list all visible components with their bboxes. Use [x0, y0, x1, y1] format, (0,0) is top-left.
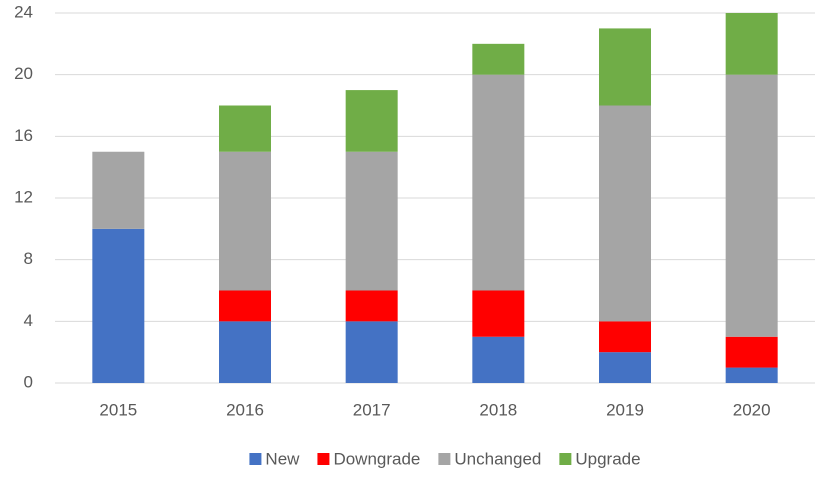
bar-segment	[725, 13, 778, 75]
bar-segment	[725, 336, 778, 368]
y-tick-label: 12	[14, 187, 33, 206]
y-tick-label: 16	[14, 126, 33, 145]
bar-segment	[219, 290, 271, 322]
y-tick-label: 8	[24, 249, 33, 268]
legend-swatch	[317, 453, 330, 465]
y-tick-label: 0	[24, 372, 33, 391]
bar-segment	[725, 367, 778, 383]
bar-segment	[599, 28, 651, 106]
bar-segment	[472, 336, 525, 383]
bar-segment	[345, 321, 398, 383]
y-tick-label: 20	[14, 64, 33, 83]
bar-segment	[345, 90, 398, 152]
bar-segment	[472, 74, 525, 291]
bar-segment	[92, 151, 145, 229]
bar-segment	[725, 74, 778, 337]
bar-segment	[472, 43, 525, 75]
bar-segment	[92, 228, 145, 383]
x-tick-label: 2016	[226, 400, 264, 419]
x-tick-label: 2019	[606, 400, 644, 419]
legend-label: Unchanged	[454, 449, 541, 468]
bar-segment	[599, 352, 651, 383]
legend-label: New	[265, 449, 300, 468]
legend-swatch	[438, 453, 451, 465]
legend-label: Upgrade	[575, 449, 640, 468]
bar-segment	[599, 321, 651, 353]
x-tick-label: 2018	[479, 400, 517, 419]
bar-segment	[219, 151, 271, 291]
x-tick-label: 2015	[99, 400, 137, 419]
bar-segment	[219, 321, 271, 383]
legend-swatch	[559, 453, 572, 465]
bar-segment	[599, 105, 651, 322]
bar-segment	[345, 151, 398, 291]
y-tick-label: 24	[14, 2, 33, 21]
legend-label: Downgrade	[333, 449, 420, 468]
x-tick-label: 2020	[733, 400, 771, 419]
bar-segment	[345, 290, 398, 322]
bar-segment	[219, 105, 271, 152]
bar-segment	[472, 290, 525, 337]
legend-swatch	[249, 453, 262, 465]
x-tick-label: 2017	[353, 400, 391, 419]
y-tick-label: 4	[24, 311, 33, 330]
